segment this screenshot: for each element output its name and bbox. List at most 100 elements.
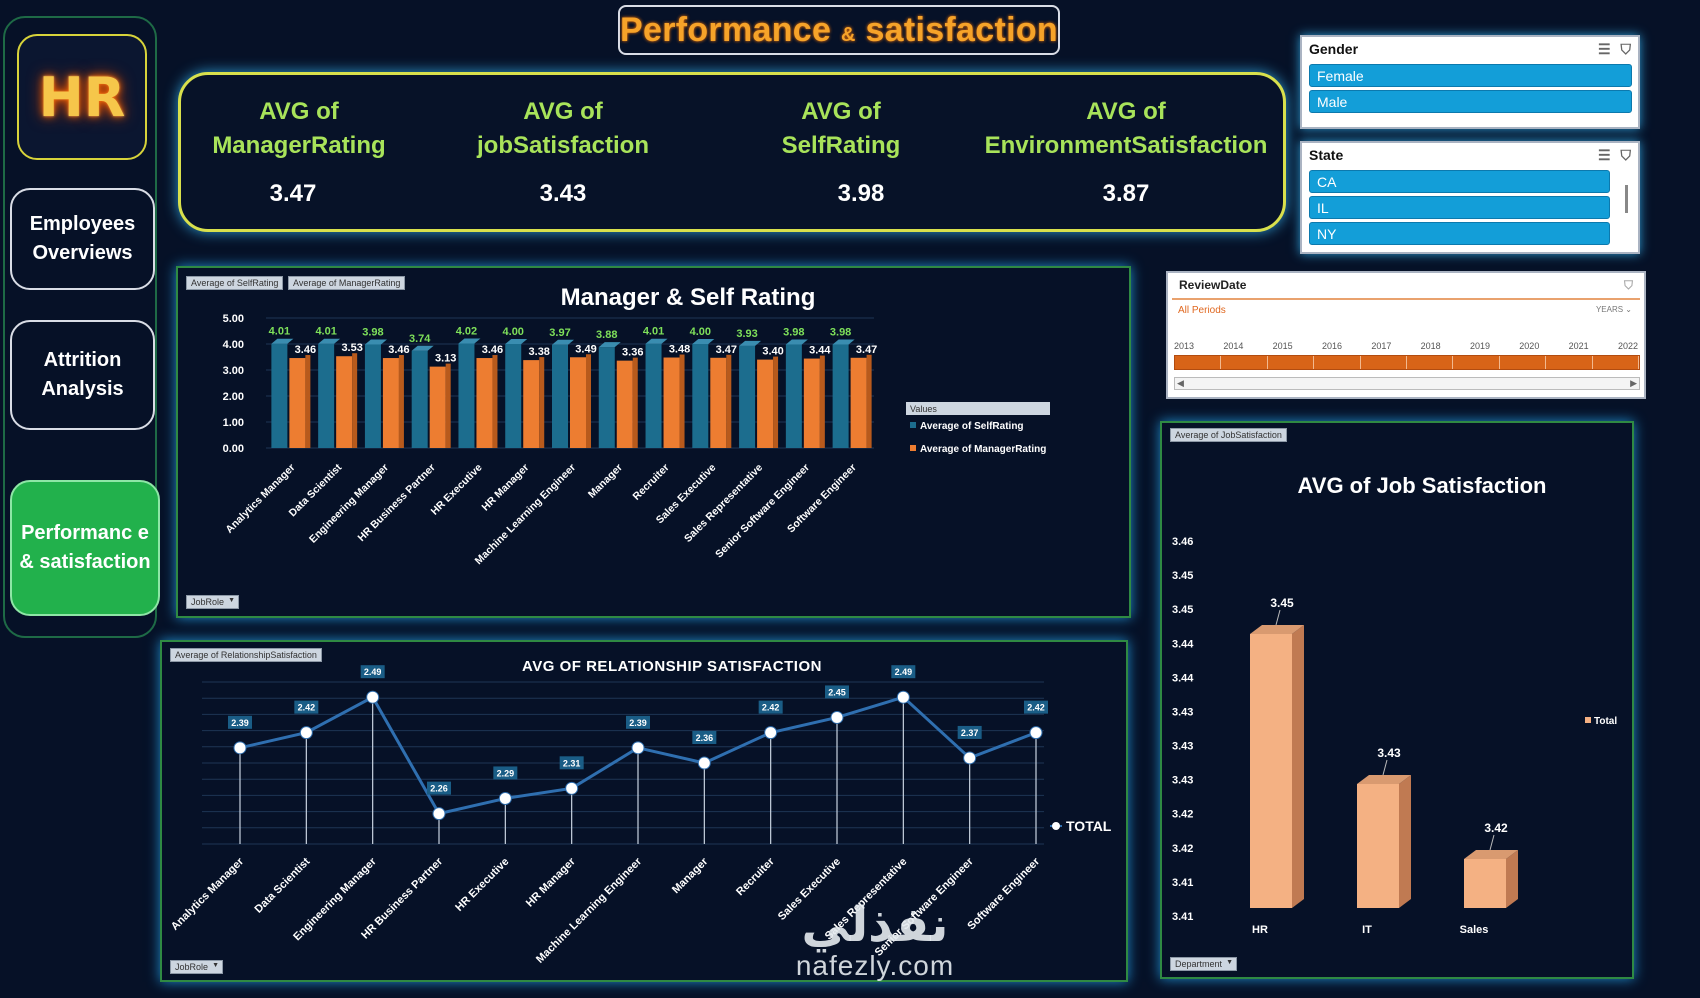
timeline-year-2014[interactable]: 2014 [1223,341,1244,351]
bar-job-satisfaction[interactable] [1464,859,1506,908]
bar-self-rating[interactable] [318,343,335,448]
clear-filter-icon[interactable]: ⛉ [1620,40,1632,57]
jobrole-filter-button[interactable]: JobRole [186,595,240,609]
data-point[interactable] [299,726,313,740]
timeline-year-2020[interactable]: 2020 [1519,341,1540,351]
field-chip-relationship-satisfaction[interactable]: Average of RelationshipSatisfaction [170,648,322,662]
data-point[interactable] [366,690,380,704]
data-point[interactable] [1029,726,1043,740]
timeline-segment[interactable] [1593,356,1640,369]
timeline-year-2018[interactable]: 2018 [1420,341,1441,351]
data-point[interactable] [697,756,711,770]
timeline-segment[interactable] [1407,356,1454,369]
bar-self-rating[interactable] [598,347,615,448]
bar-self-rating[interactable] [832,344,849,448]
slicer-item-female[interactable]: Female [1309,64,1632,87]
field-chip-manager-rating[interactable]: Average of ManagerRating [288,276,406,290]
timeline-segment[interactable] [1546,356,1593,369]
timeline-level-dropdown[interactable]: YEARS ⌄ [1595,305,1632,314]
data-point[interactable] [764,726,778,740]
data-point[interactable] [233,741,247,755]
bar-top-face [1357,775,1411,784]
bar-manager-rating[interactable] [757,359,774,448]
bar-manager-rating[interactable] [803,358,820,448]
bar-manager-rating[interactable] [570,357,586,448]
bar-manager-rating[interactable] [289,358,306,448]
timeline-segment[interactable] [1453,356,1500,369]
watermark-arabic: نفذلي [801,897,949,953]
bar-manager-rating[interactable] [616,360,633,448]
bar-self-rating[interactable] [505,344,522,448]
bar-self-rating[interactable] [645,343,662,448]
timeline-segment[interactable] [1268,356,1315,369]
label-leader-line [1382,759,1388,776]
nav-performance-satisfaction-button[interactable]: Performanc e & satisfaction [10,480,160,616]
page-title-rest: satisfaction [865,10,1058,49]
bar-manager-rating[interactable] [429,366,446,448]
timeline-year-2017[interactable]: 2017 [1371,341,1392,351]
timeline-segment[interactable] [1314,356,1361,369]
slicer-item-ca[interactable]: CA [1309,170,1610,193]
timeline-segment[interactable] [1361,356,1408,369]
data-label: 2.42 [762,703,780,713]
kpi-label-line1: AVG of [259,98,339,125]
bar-self-rating[interactable] [739,345,756,448]
timeline-bar[interactable] [1174,355,1640,370]
timeline-year-2022[interactable]: 2022 [1617,341,1638,351]
timeline-year-2013[interactable]: 2013 [1174,341,1195,351]
clear-filter-icon[interactable]: ⛉ [1620,146,1632,163]
timeline-segment[interactable] [1221,356,1268,369]
bar-job-satisfaction[interactable] [1250,634,1292,908]
bar-manager-rating[interactable] [382,358,399,448]
scroll-left-icon[interactable]: ◀ [1177,378,1184,388]
data-point[interactable] [631,741,645,755]
data-point[interactable] [830,710,844,724]
bar-side-face [305,355,311,448]
y-tick-label: 3.43 [1172,775,1193,787]
data-point[interactable] [963,751,977,765]
bar-self-rating[interactable] [785,344,802,448]
bar-self-rating[interactable] [271,343,288,448]
data-point[interactable] [498,791,512,805]
slicer-scrollbar[interactable] [1625,185,1628,213]
timeline-segment[interactable] [1500,356,1547,369]
scroll-right-icon[interactable]: ▶ [1630,378,1637,388]
bar-side-face [819,355,825,448]
department-filter-button[interactable]: Department [1170,957,1238,971]
x-tick-label: Analytics Manager [223,462,297,536]
slicer-item-male[interactable]: Male [1309,90,1632,113]
clear-filter-icon[interactable]: ⛉ [1623,278,1633,292]
multi-select-icon[interactable]: ☰ [1597,40,1611,57]
bar-self-rating[interactable] [364,344,381,448]
bar-manager-rating[interactable] [336,356,353,448]
jobrole-filter-button[interactable]: JobRole [170,960,224,974]
multi-select-icon[interactable]: ☰ [1597,146,1611,163]
data-point[interactable] [432,807,446,821]
nav-attrition-analysis-button[interactable]: Attrition Analysis [10,320,155,430]
bar-manager-rating[interactable] [850,357,867,448]
bar-manager-rating[interactable] [523,360,540,448]
kpi-value: 3.47 [269,180,317,207]
timeline-year-2021[interactable]: 2021 [1568,341,1589,351]
bar-manager-rating[interactable] [710,357,727,448]
x-tick-label: Analytics Manager [169,855,247,933]
bar-self-rating[interactable] [458,343,475,448]
bar-job-satisfaction[interactable] [1357,784,1399,908]
slicer-item-ny[interactable]: NY [1309,222,1610,245]
field-chip-self-rating[interactable]: Average of SelfRating [186,276,284,290]
timeline-year-2016[interactable]: 2016 [1321,341,1343,351]
field-chip-job-satisfaction[interactable]: Average of JobSatisfaction [1170,428,1287,442]
data-point[interactable] [565,781,579,795]
bar-self-rating[interactable] [411,350,428,448]
data-point[interactable] [896,690,910,704]
bar-manager-rating[interactable] [476,358,493,448]
bar-manager-rating[interactable] [663,357,680,448]
bar-self-rating[interactable] [692,344,709,448]
timeline-segment[interactable] [1175,356,1222,369]
timeline-scrollbar[interactable]: ◀ ▶ [1174,377,1640,390]
timeline-year-2015[interactable]: 2015 [1272,341,1293,351]
slicer-item-il[interactable]: IL [1309,196,1610,219]
nav-employees-overviews-button[interactable]: Employees Overviews [10,188,155,290]
bar-self-rating[interactable] [552,344,568,448]
timeline-year-2019[interactable]: 2019 [1469,341,1490,351]
